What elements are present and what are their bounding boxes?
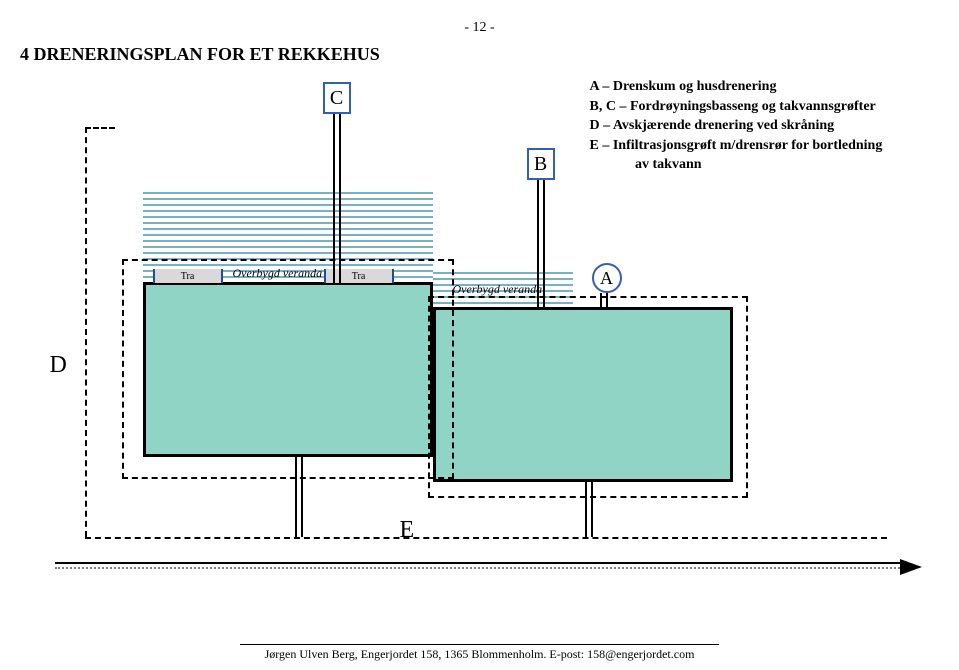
veranda-2-label: Overbygd veranda — [453, 282, 543, 297]
label-b-box: B — [527, 148, 555, 180]
footer-divider — [240, 644, 720, 645]
d-line-top — [85, 127, 115, 129]
footer: Jørgen Ulven Berg, Engerjordet 158, 1365… — [0, 644, 959, 662]
label-d: D — [50, 352, 67, 379]
d-line-bottom — [85, 537, 887, 539]
drain-rect-1 — [122, 259, 454, 479]
legend-bc: B, C – Fordrøyningsbasseng og takvannsgr… — [590, 97, 883, 117]
drain-rect-2 — [428, 296, 748, 498]
legend-e2: av takvann — [590, 155, 883, 175]
label-e: E — [400, 517, 415, 544]
label-a-circle: A — [592, 263, 622, 293]
label-c: C — [330, 87, 343, 110]
legend: A – Drenskum og husdrenering B, C – Ford… — [590, 77, 883, 175]
legend-d: D – Avskjærende drenering ved skråning — [590, 116, 883, 136]
label-c-box: C — [323, 82, 351, 114]
e-solid-line — [55, 562, 900, 564]
footer-text: Jørgen Ulven Berg, Engerjordet 158, 1365… — [265, 647, 695, 661]
legend-a: A – Drenskum og husdrenering — [590, 77, 883, 97]
d-line-vertical — [85, 127, 87, 537]
label-a: A — [600, 268, 613, 289]
page-title: 4 DRENERINGSPLAN FOR ET REKKEHUS — [20, 44, 939, 65]
arrow-head-icon — [900, 559, 922, 575]
e-dotted-line — [55, 567, 900, 569]
page-number: - 12 - — [20, 20, 939, 36]
legend-e: E – Infiltrasjonsgrøft m/drensrør for bo… — [590, 136, 883, 156]
label-b: B — [534, 153, 547, 176]
diagram: A – Drenskum og husdrenering B, C – Ford… — [30, 77, 930, 597]
pipe-b — [537, 180, 545, 310]
